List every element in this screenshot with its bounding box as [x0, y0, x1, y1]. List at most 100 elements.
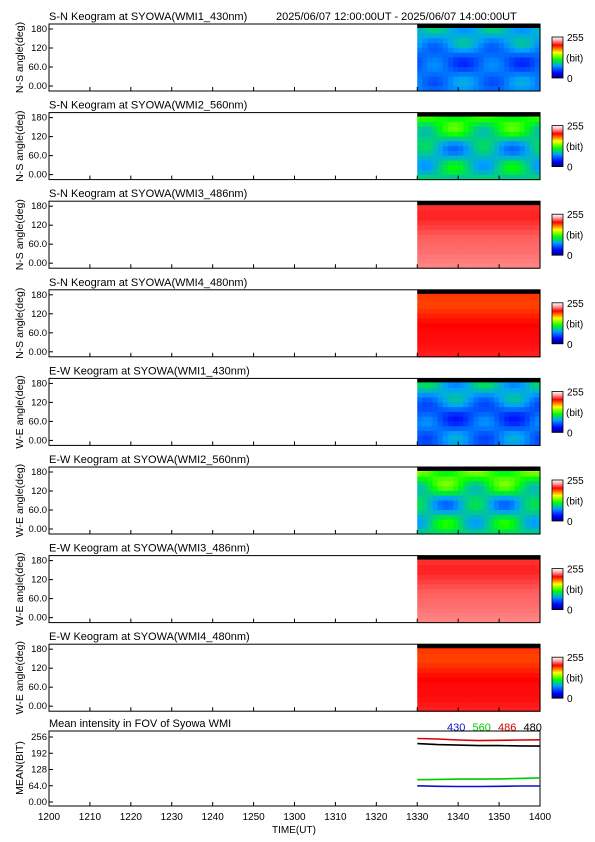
keogram-cell — [442, 38, 449, 44]
keogram-cell — [468, 67, 475, 73]
keogram-cell — [463, 253, 469, 260]
keogram-cell — [519, 593, 526, 600]
keogram-cell — [432, 170, 439, 176]
keogram-cell — [468, 131, 475, 138]
keogram-cell — [524, 263, 531, 269]
keogram-cell — [473, 62, 480, 68]
keogram-cell — [534, 174, 541, 181]
keogram-cell — [493, 565, 500, 571]
keogram-cell — [499, 402, 505, 408]
keogram-cell — [468, 672, 475, 679]
keogram-cell — [422, 205, 429, 212]
keogram-cell — [458, 574, 464, 581]
keogram-cell — [483, 263, 490, 269]
keogram-cell — [488, 150, 495, 157]
keogram-cell — [504, 486, 510, 492]
keogram-cell — [514, 519, 521, 526]
keogram-cell — [499, 519, 505, 526]
keogram-cell — [422, 76, 429, 83]
keogram-cell — [499, 225, 505, 231]
keogram-cell — [478, 67, 485, 73]
keogram-cell — [463, 304, 469, 310]
keogram-cell — [504, 249, 510, 255]
keogram-cell — [468, 392, 475, 399]
x-tick-label: 1340 — [447, 812, 470, 823]
keogram-cell — [488, 426, 495, 432]
keogram-cell — [473, 47, 480, 54]
keogram-cell — [499, 141, 505, 147]
keogram-cell — [468, 481, 475, 487]
keogram-cell — [432, 490, 439, 497]
keogram-cell — [509, 323, 516, 329]
keogram-cell — [534, 524, 541, 530]
keogram-cell — [473, 663, 480, 669]
keogram-cell — [488, 76, 495, 83]
keogram-cell — [447, 62, 454, 68]
keogram-cell — [524, 313, 531, 320]
keogram-cell — [432, 505, 439, 511]
keogram-cell — [478, 687, 485, 693]
keogram-cell — [417, 160, 423, 166]
keogram-cell — [524, 62, 531, 68]
keogram-cell — [504, 407, 510, 413]
keogram-cell — [473, 33, 480, 39]
keogram-cell — [504, 440, 510, 446]
keogram-cell — [458, 313, 464, 320]
keogram-cell — [442, 663, 449, 669]
keogram-cell — [493, 155, 500, 162]
keogram-cell — [504, 510, 510, 516]
keogram-cell — [427, 407, 434, 413]
keogram-cell — [447, 352, 454, 358]
keogram-cell — [432, 122, 439, 128]
keogram-cell — [514, 653, 521, 660]
colorbar-min-label: 0 — [567, 251, 573, 262]
keogram-cell — [493, 584, 500, 590]
keogram-cell — [519, 253, 526, 260]
keogram-cell — [473, 71, 480, 78]
keogram-cell — [499, 560, 505, 566]
keogram-cell — [453, 677, 459, 684]
keogram-panels: S-N Keogram at SYOWA(WMI1_430nm)18012060… — [14, 11, 584, 714]
keogram-cell — [488, 402, 495, 408]
keogram-cell — [427, 136, 434, 142]
keogram-cell — [417, 304, 423, 310]
keogram-cell — [493, 229, 500, 236]
keogram-cell — [437, 57, 444, 63]
keogram-cell — [478, 407, 485, 413]
keogram-cell — [473, 131, 480, 138]
keogram-cell — [499, 220, 505, 226]
keogram-cell — [534, 701, 541, 708]
keogram-cell — [468, 584, 475, 590]
keogram-cell — [458, 529, 464, 535]
keogram-cell — [514, 569, 521, 576]
keogram-cell — [458, 318, 464, 324]
keogram-cell — [529, 392, 536, 399]
keogram-cell — [534, 323, 541, 329]
keogram-cell — [427, 682, 434, 688]
keogram-cell — [473, 43, 480, 49]
keogram-cell — [488, 234, 495, 241]
keogram-cell — [529, 514, 536, 521]
keogram-cell — [432, 407, 439, 413]
keogram-cell — [468, 239, 475, 245]
keogram-cell — [514, 141, 521, 147]
keogram-cell — [427, 304, 434, 310]
keogram-cell — [519, 160, 526, 166]
keogram-cell — [442, 86, 449, 92]
keogram-cell — [458, 416, 464, 423]
keogram-cell — [442, 574, 449, 581]
keogram-cell — [442, 239, 449, 245]
keogram-y-tick-label: 180 — [31, 290, 47, 301]
keogram-cell — [524, 220, 531, 226]
keogram-cell — [524, 471, 531, 478]
keogram-cell — [499, 668, 505, 674]
keogram-cell — [499, 421, 505, 427]
colorbar-max-label: 255 — [567, 210, 584, 221]
keogram-cell — [453, 524, 459, 530]
keogram-cell — [514, 613, 521, 619]
keogram-cell — [499, 397, 505, 403]
keogram-cell — [483, 146, 490, 152]
keogram-cell — [493, 347, 500, 353]
keogram-cell — [458, 402, 464, 408]
keogram-cell — [417, 67, 423, 73]
